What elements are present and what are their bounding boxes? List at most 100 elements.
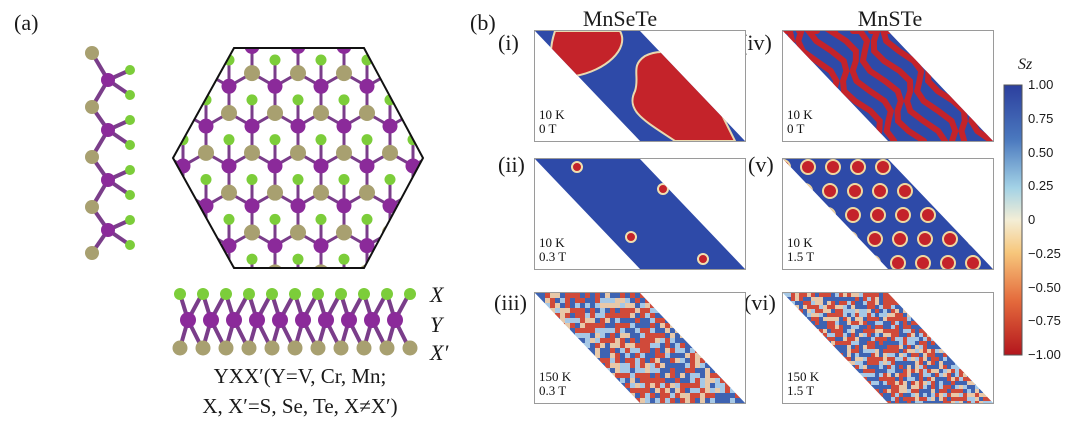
- chalcogen-atom: [221, 184, 237, 201]
- spin-map-iii: 150 K 0.3 T: [534, 292, 746, 404]
- chalcogen-atom: [359, 104, 375, 121]
- metal-atom: [175, 238, 191, 254]
- formula-line-1: YXX′(Y=V, Cr, Mn;: [213, 364, 387, 388]
- metal-atom: [382, 198, 398, 214]
- chalcogen-atom: [359, 40, 375, 41]
- light-chalcogen-atom: [223, 213, 235, 225]
- skyrmion: [990, 255, 993, 269]
- y-layer-atom: [203, 312, 219, 328]
- metal-atom: [405, 238, 421, 254]
- skyrmion: [867, 231, 883, 247]
- skyrmion: [922, 183, 938, 199]
- y-layer-atom: [341, 312, 357, 328]
- light-chalcogen-atom: [246, 253, 258, 265]
- condition-temperature: 10 K: [539, 235, 565, 250]
- spin-map-i: 10 K 0 T: [534, 30, 746, 142]
- light-chalcogen-atom: [315, 54, 327, 66]
- chalcogen-atom: [198, 65, 214, 82]
- x-prime-layer-atom: [218, 340, 234, 356]
- skyrmion: [915, 255, 931, 269]
- condition-field: 0 T: [787, 121, 805, 136]
- condition-field: 0.3 T: [539, 249, 567, 264]
- metal-atom: [336, 198, 352, 214]
- skyrmion: [800, 159, 816, 175]
- skyrmion: [967, 231, 983, 247]
- skyrmion: [872, 183, 888, 199]
- chalcogen-atom: [290, 65, 306, 82]
- metal-atom: [290, 118, 306, 134]
- spin-map-iv: 10 K 0 T: [782, 30, 994, 142]
- chalcogen-atom: [267, 104, 283, 121]
- metal-atom: [267, 238, 283, 254]
- metal-atom: [382, 118, 398, 134]
- chalcogen-atom: [336, 65, 352, 82]
- spin-stripe: [802, 31, 883, 141]
- subpanel-tag-v: (v): [748, 152, 774, 177]
- chalcogen-atom: [405, 40, 421, 41]
- chalcogen-atom: [175, 104, 191, 121]
- skyrmion: [920, 207, 936, 223]
- skyrmion: [895, 207, 911, 223]
- colorbar-tick-label: 0.50: [1028, 144, 1054, 160]
- skyrmion: [897, 183, 913, 199]
- light-chalcogen-atom: [338, 94, 350, 106]
- metal-atom: [290, 48, 306, 54]
- y-layer-atom: [318, 312, 334, 328]
- x-prime-layer-atom: [172, 340, 188, 356]
- skyrmion: [875, 159, 891, 175]
- light-chalcogen-atom: [200, 174, 212, 186]
- subpanel-tag-ii: (ii): [498, 152, 525, 177]
- skyrmion: [950, 159, 966, 175]
- x-prime-layer-atom: [310, 340, 326, 356]
- skyrmion: [965, 255, 981, 269]
- metal-atom: [313, 238, 329, 254]
- chalcogen-atom: [382, 224, 398, 241]
- spin-stripe: [868, 31, 948, 141]
- metal-atom: [221, 238, 237, 254]
- metal-atom: [198, 198, 214, 214]
- layer-label-y: Y: [430, 312, 443, 337]
- skyrmion: [925, 159, 941, 175]
- panel-a-label: (a): [14, 10, 39, 35]
- chalcogen-atom: [313, 104, 329, 121]
- chalcogen-atom: [405, 264, 421, 268]
- chalcogen-atom: [175, 40, 191, 41]
- subpanel-tag-iii: (iii): [494, 290, 527, 315]
- light-chalcogen-atom: [338, 253, 350, 265]
- y-layer-atom: [249, 312, 265, 328]
- chalcogen-atom: [267, 264, 283, 268]
- skyrmion: [797, 183, 813, 199]
- condition-temperature: 150 K: [787, 369, 820, 384]
- formula-line-2: X, X′=S, Se, Te, X≠X′): [202, 394, 398, 418]
- skyrmion: [972, 183, 988, 199]
- x-layer-atom: [358, 288, 370, 300]
- chalcogen-atom: [313, 184, 329, 201]
- spin-stripe: [850, 31, 927, 141]
- light-chalcogen-atom: [246, 174, 258, 186]
- colorbar-tick-label: 1.00: [1028, 77, 1054, 92]
- metal-atom: [405, 78, 421, 94]
- chalcogen-atom: [336, 224, 352, 241]
- metal-atom: [198, 118, 214, 134]
- skyrmion: [947, 183, 963, 199]
- metal-atom: [336, 48, 352, 54]
- colorbar-tick-label: −0.25: [1028, 245, 1061, 261]
- metal-atom: [221, 78, 237, 94]
- chalcogen-atom: [290, 144, 306, 161]
- colorbar-tick-label: −1.00: [1028, 347, 1061, 362]
- x-prime-layer-atom: [356, 340, 372, 356]
- spin-stripe: [820, 31, 898, 141]
- colorbar: [1003, 84, 1023, 356]
- column-title-mnste: MnSTe: [857, 6, 923, 31]
- chalcogen-atom: [267, 40, 283, 41]
- metal-atom: [359, 78, 375, 94]
- skyrmion: [822, 183, 838, 199]
- skyrmion: [942, 231, 958, 247]
- skyrmion-bubble: [625, 231, 637, 243]
- skyrmion: [970, 207, 986, 223]
- skyrmion: [845, 207, 861, 223]
- metal-atom: [313, 158, 329, 174]
- x-prime-layer-atom: [195, 340, 211, 356]
- light-chalcogen-atom: [177, 213, 189, 225]
- x-layer-atom: [174, 288, 186, 300]
